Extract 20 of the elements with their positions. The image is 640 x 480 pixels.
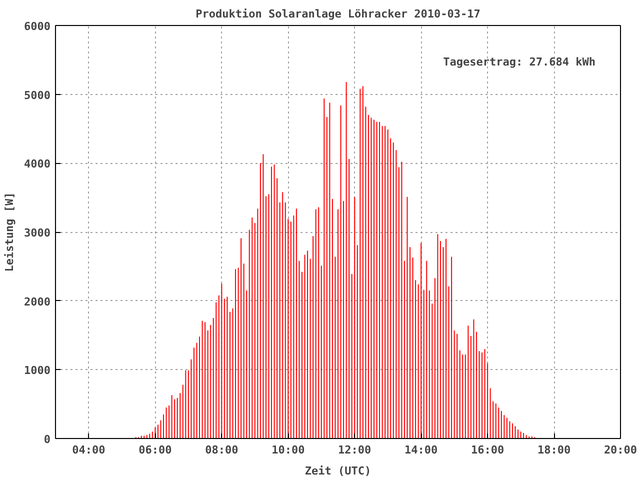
x-tick-label: 04:00 bbox=[72, 444, 106, 456]
x-tick-label: 08:00 bbox=[205, 444, 238, 456]
annotation: Tagesertrag: 27.684 kWh bbox=[443, 56, 596, 68]
y-tick-label: 1000 bbox=[24, 364, 51, 378]
y-axis-title: Leistung [W] bbox=[3, 192, 16, 272]
x-axis-title: Zeit (UTC) bbox=[304, 464, 372, 478]
x-tick-label: 12:00 bbox=[338, 444, 372, 456]
x-tick-label: 14:00 bbox=[404, 444, 438, 456]
y-tick-label: 2000 bbox=[24, 295, 51, 308]
chart-title: Produktion Solaranlage Löhracker 2010-03-17 bbox=[196, 8, 480, 20]
y-tick-label: 0 bbox=[44, 433, 50, 446]
x-tick-label: 10:00 bbox=[272, 444, 305, 456]
x-tick-label: 06:00 bbox=[138, 444, 172, 456]
x-tick-label: 20:00 bbox=[604, 444, 638, 456]
y-tick-label: 4000 bbox=[24, 158, 51, 171]
y-tick-label: 6000 bbox=[24, 20, 51, 33]
y-tick-label: 5000 bbox=[24, 88, 51, 102]
x-tick-label: 16:00 bbox=[471, 444, 504, 456]
y-tick-label: 3000 bbox=[24, 226, 51, 240]
x-tick-label: 18:00 bbox=[537, 444, 571, 456]
